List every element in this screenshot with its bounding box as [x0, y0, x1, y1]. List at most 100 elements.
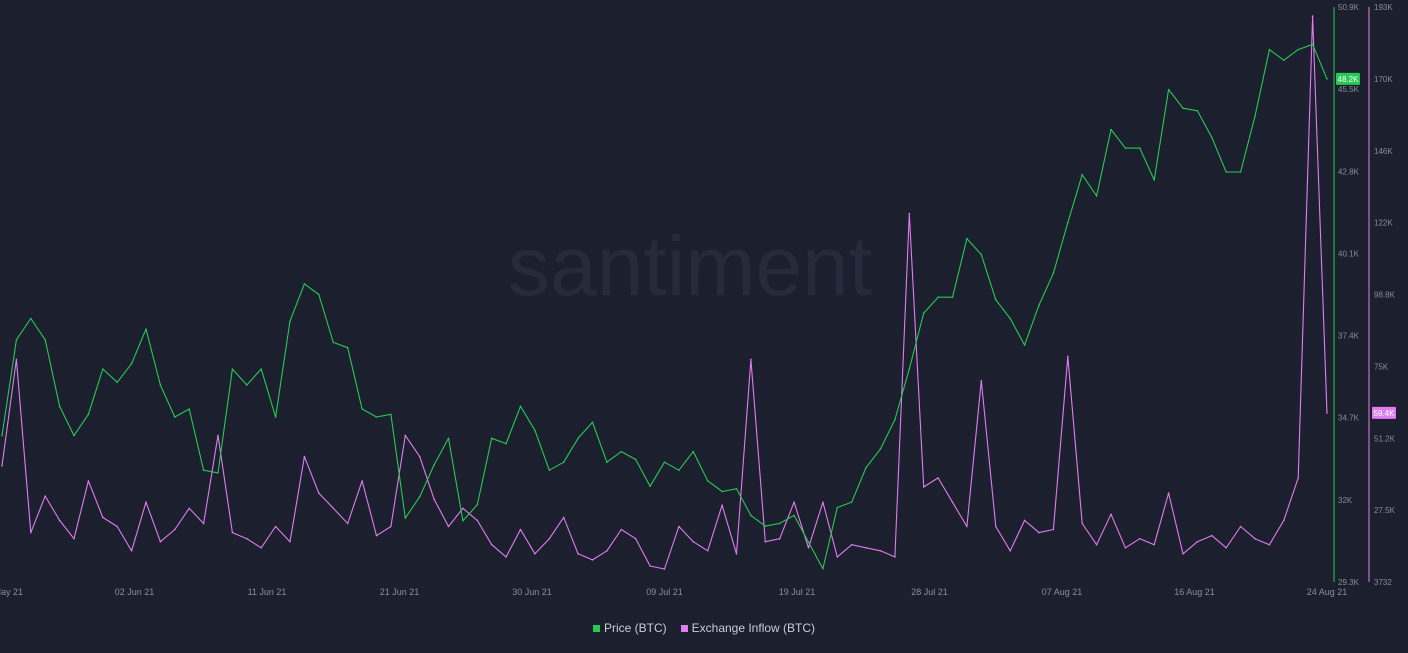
price-point — [1167, 88, 1170, 91]
price-point — [30, 317, 32, 320]
price-point — [318, 293, 320, 296]
x-tick-label: 11 Jun 21 — [248, 587, 287, 597]
inflow-point — [1311, 15, 1314, 17]
price-point — [1254, 115, 1256, 117]
inflow-point — [908, 212, 911, 215]
inflow-point — [1139, 537, 1141, 540]
price-point — [678, 469, 680, 472]
inflow-point — [1052, 528, 1055, 531]
price-point — [908, 368, 911, 370]
price-point — [1297, 48, 1299, 51]
inflow-point — [1225, 547, 1227, 549]
inflow-point — [102, 516, 104, 519]
inflow-series-layer — [1, 15, 1328, 570]
inflow-point — [750, 358, 752, 361]
price-point — [649, 485, 651, 488]
inflow-point — [606, 550, 608, 552]
chart-legend: Price (BTC) Exchange Inflow (BTC) — [0, 621, 1408, 635]
inflow-point — [447, 525, 450, 528]
inflow-point — [620, 528, 623, 531]
inflow-point — [922, 486, 925, 488]
x-tick-label: 07 Aug 21 — [1042, 587, 1083, 597]
price-point — [548, 469, 551, 472]
price-point — [778, 522, 781, 525]
price-point — [1038, 304, 1040, 306]
price-point — [1153, 179, 1155, 181]
price-point — [145, 328, 147, 330]
inflow-point — [850, 543, 853, 546]
price-point — [260, 368, 263, 370]
inflow-point — [246, 537, 248, 540]
price-point — [332, 341, 335, 344]
inflow-point — [303, 455, 306, 458]
inflow-point — [1, 464, 3, 467]
inflow-point — [519, 528, 522, 531]
x-tick-label: 19 Jul 21 — [779, 587, 816, 597]
price-y-tick-label: 50.9K — [1338, 3, 1360, 12]
inflow-y-tick-label: 122K — [1374, 219, 1393, 228]
inflow-point — [418, 455, 421, 458]
price-point — [1067, 221, 1069, 224]
inflow-point — [706, 550, 709, 552]
price-point — [951, 296, 954, 299]
x-tick-label: 28 Jul 21 — [911, 587, 948, 597]
price-point — [1182, 107, 1184, 109]
inflow-point — [562, 516, 565, 519]
inflow-point — [778, 537, 781, 540]
price-point — [995, 299, 997, 301]
price-point — [807, 541, 810, 543]
price-point — [1196, 110, 1199, 112]
inflow-point — [1283, 519, 1285, 522]
inflow-point — [1211, 534, 1213, 537]
inflow-point — [1153, 543, 1155, 546]
price-point — [44, 339, 46, 341]
inflow-point — [937, 477, 939, 479]
price-point — [346, 346, 349, 349]
inflow-point — [217, 434, 219, 437]
price-point — [865, 466, 867, 469]
inflow-point — [966, 525, 968, 528]
inflow-point — [822, 501, 824, 504]
inflow-point — [1095, 543, 1098, 546]
price-point — [159, 384, 162, 386]
price-point — [836, 506, 839, 509]
price-point — [1052, 272, 1055, 275]
inflow-point — [894, 556, 896, 558]
price-point — [433, 464, 435, 466]
inflow-point — [433, 498, 435, 501]
inflow-point — [174, 528, 176, 531]
price-y-tick-label: 45.5K — [1338, 85, 1360, 94]
price-point — [1268, 48, 1271, 51]
inflow-point — [73, 537, 75, 540]
inflow-point — [807, 547, 810, 549]
inflow-point — [130, 550, 133, 552]
inflow-point — [44, 495, 46, 497]
inflow-point — [58, 519, 61, 522]
x-tick-label: 24 Aug 21 — [1307, 587, 1348, 597]
x-tick-label: 24 May 21 — [0, 587, 23, 597]
price-point — [505, 442, 507, 445]
inflow-point — [865, 547, 867, 549]
inflow-point — [591, 559, 594, 561]
legend-label-inflow: Exchange Inflow (BTC) — [691, 621, 816, 635]
price-point — [174, 416, 176, 418]
price-point — [591, 421, 594, 424]
price-last-value-badge: 48.2K — [1336, 72, 1360, 85]
price-swatch-icon — [592, 624, 600, 632]
price-point — [1, 434, 3, 437]
inflow-point — [1009, 550, 1011, 552]
inflow-point — [505, 556, 507, 558]
inflow-point — [1268, 543, 1271, 546]
price-point — [692, 450, 695, 453]
price-point — [922, 312, 925, 314]
price-point — [663, 461, 666, 464]
price-point — [58, 405, 61, 408]
inflow-last-value-badge: 59.4K — [1372, 406, 1396, 419]
price-point — [1211, 136, 1213, 139]
inflow-point — [1326, 412, 1328, 414]
legend-item-inflow[interactable]: Exchange Inflow (BTC) — [680, 621, 816, 635]
price-point — [1009, 317, 1011, 320]
legend-item-price[interactable]: Price (BTC) — [592, 621, 667, 635]
inflow-y-tick-label: 98.8K — [1374, 291, 1396, 300]
inflow-point — [735, 553, 738, 555]
